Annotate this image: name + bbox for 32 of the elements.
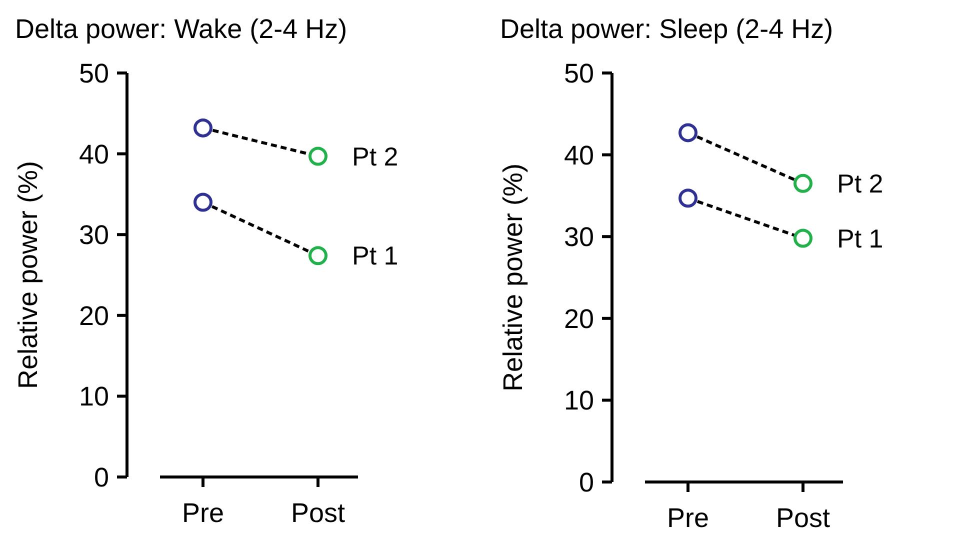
- y-tick-label: 30: [564, 222, 594, 252]
- point: [678, 123, 698, 142]
- series-label: Pt 1: [352, 240, 398, 271]
- y-axis-title: Relative power (%): [13, 160, 43, 390]
- point: [794, 174, 812, 193]
- x-tick-label: Post: [776, 503, 831, 533]
- x-tick-label: Pre: [666, 503, 710, 533]
- series-label: Pt 2: [352, 141, 398, 172]
- y-tick-label: 30: [78, 220, 109, 250]
- y-tick-label: 40: [564, 140, 594, 170]
- chart-title: Delta power: Wake (2-4 Hz): [15, 14, 348, 44]
- series-label: Pt 1: [837, 223, 884, 254]
- y-axis-title: Relative power (%): [498, 163, 528, 392]
- y-tick-label: 20: [78, 300, 109, 331]
- point: [308, 146, 328, 166]
- y-tick-label: 50: [78, 58, 109, 88]
- point: [194, 118, 212, 138]
- point: [678, 188, 698, 208]
- x-tick-label: Post: [290, 498, 346, 528]
- series-label: Pt 2: [837, 168, 884, 199]
- y-tick-label: 50: [564, 58, 594, 88]
- y-tick-label: 10: [564, 386, 594, 416]
- point: [794, 228, 812, 248]
- x-tick-label: Pre: [182, 498, 224, 528]
- point: [308, 246, 328, 266]
- y-tick-label: 0: [578, 467, 594, 498]
- y-tick-label: 10: [78, 382, 109, 412]
- y-tick-label: 0: [94, 462, 109, 492]
- y-tick-label: 40: [78, 139, 109, 170]
- point: [194, 192, 212, 212]
- chart-title: Delta power: Sleep (2-4 Hz): [500, 14, 834, 44]
- y-tick-label: 20: [564, 304, 594, 334]
